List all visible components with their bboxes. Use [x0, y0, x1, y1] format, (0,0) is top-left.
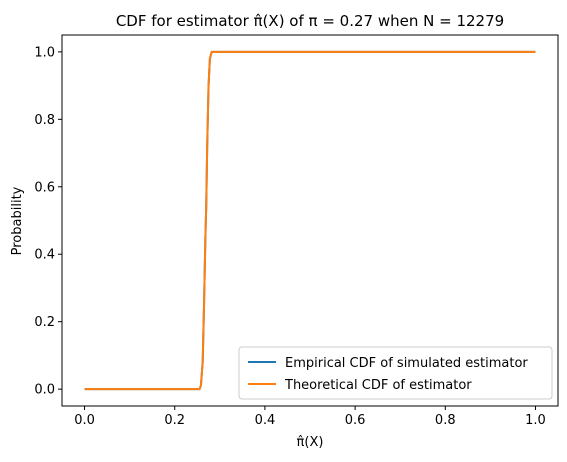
series-line-1	[84, 50, 536, 391]
legend-label-theoretical: Theoretical CDF of estimator	[284, 378, 472, 393]
x-tick-label: 0.6	[345, 413, 366, 428]
chart-title: CDF for estimator π̂(X) of π = 0.27 when…	[116, 12, 504, 30]
x-axis-label: π̂(X)	[297, 435, 324, 450]
y-tick-label: 0.4	[34, 248, 55, 263]
plot-frame	[61, 34, 559, 407]
x-axis-ticks: 0.0 0.2 0.4 0.6 0.8 1.0	[74, 406, 546, 428]
series-line-0	[84, 50, 536, 391]
y-axis-ticks: 0.0 0.2 0.4 0.6 0.8 1.0	[34, 45, 62, 398]
x-tick-label: 0.4	[255, 413, 276, 428]
y-tick-label: 0.2	[34, 315, 55, 330]
legend-box	[238, 346, 553, 400]
x-tick-label: 0.8	[435, 413, 456, 428]
y-axis-label: Probability	[10, 186, 25, 255]
x-tick-label: 0.2	[164, 413, 185, 428]
series-layer	[84, 50, 536, 391]
y-tick-label: 0.6	[34, 180, 55, 195]
legend: Empirical CDF of simulated estimator The…	[238, 346, 553, 400]
legend-label-empirical: Empirical CDF of simulated estimator	[285, 356, 528, 371]
y-tick-label: 0.8	[34, 113, 55, 128]
x-tick-label: 0.0	[74, 413, 95, 428]
x-tick-label: 1.0	[525, 413, 546, 428]
y-tick-label: 0.0	[34, 383, 55, 398]
y-tick-label: 1.0	[34, 45, 55, 60]
